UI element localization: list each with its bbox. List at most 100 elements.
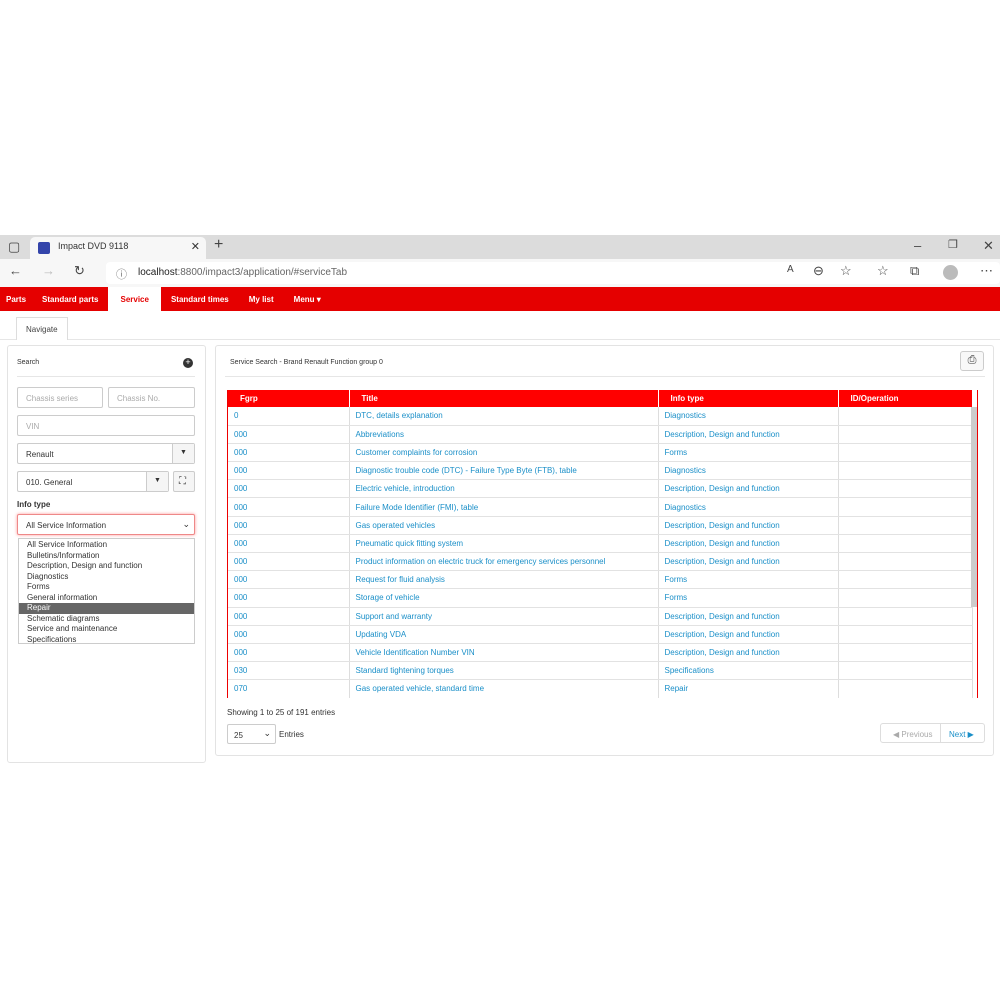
- cell-title[interactable]: Customer complaints for corrosion: [349, 443, 659, 463]
- favorite-add-icon[interactable]: ☆: [840, 263, 852, 278]
- previous-button[interactable]: ◀ Previous: [881, 724, 941, 742]
- cell-id-operation[interactable]: [838, 461, 973, 481]
- cell-id-operation[interactable]: [838, 425, 973, 444]
- cell-id-operation[interactable]: [838, 516, 973, 535]
- cell-fgrp[interactable]: 000: [228, 607, 350, 626]
- cell-id-operation[interactable]: [838, 588, 973, 608]
- nav-service[interactable]: Service: [108, 287, 161, 311]
- cell-id-operation[interactable]: [838, 643, 973, 663]
- cell-id-operation[interactable]: [838, 407, 973, 426]
- table-row[interactable]: 000 Support and warranty Description, Desi…: [228, 607, 973, 626]
- browser-tab[interactable]: Impact DVD 9118 ✕: [30, 237, 206, 259]
- cell-title[interactable]: Gas operated vehicle, standard time: [349, 679, 659, 698]
- col-info-type[interactable]: Info type: [658, 390, 839, 407]
- cell-title[interactable]: DTC, details explanation: [349, 407, 659, 426]
- favorites-icon[interactable]: ☆: [877, 263, 889, 278]
- url-input[interactable]: ⓘ localhost:8800/impact3/application/#se…: [106, 262, 1000, 284]
- tab-actions-icon[interactable]: ▢: [8, 239, 21, 254]
- close-tab-icon[interactable]: ✕: [190, 241, 200, 253]
- print-icon[interactable]: ⎙: [960, 351, 984, 371]
- chassis-no-input[interactable]: Chassis No.: [108, 387, 195, 408]
- cell-info-type[interactable]: Description, Design and function: [658, 425, 839, 444]
- collections-icon[interactable]: ⧉: [910, 263, 920, 278]
- nav-parts[interactable]: Parts: [6, 295, 27, 304]
- dropdown-option[interactable]: Schematic diagrams: [27, 613, 100, 623]
- nav-my-list[interactable]: My list: [248, 295, 274, 304]
- cell-info-type[interactable]: Description, Design and function: [658, 643, 839, 663]
- cell-info-type[interactable]: Description, Design and function: [658, 479, 839, 499]
- cell-fgrp[interactable]: 000: [228, 425, 350, 444]
- table-row[interactable]: 030 Standard tightening torques Specificat…: [228, 661, 973, 681]
- cell-info-type[interactable]: Description, Design and function: [658, 607, 839, 626]
- cell-fgrp[interactable]: 000: [228, 516, 350, 535]
- table-row[interactable]: 000 Failure Mode Identifier (FMI), table D…: [228, 497, 973, 517]
- page-size-select[interactable]: 25 ⌄: [227, 724, 276, 744]
- cell-id-operation[interactable]: [838, 534, 973, 554]
- dropdown-option[interactable]: All Service Information: [27, 540, 108, 549]
- cell-info-type[interactable]: Description, Design and function: [658, 552, 839, 572]
- next-button[interactable]: Next ▶: [949, 730, 974, 739]
- new-tab-icon[interactable]: +: [214, 236, 224, 253]
- cell-info-type[interactable]: Description, Design and function: [658, 534, 839, 554]
- chassis-series-input[interactable]: Chassis series: [17, 387, 103, 408]
- cell-title[interactable]: Request for fluid analysis: [349, 570, 659, 590]
- cell-id-operation[interactable]: [838, 570, 973, 590]
- cell-fgrp[interactable]: 000: [228, 534, 350, 554]
- scrollbar[interactable]: [971, 407, 977, 607]
- table-row[interactable]: 000 Diagnostic trouble code (DTC) - Failu…: [228, 461, 973, 481]
- zoom-icon[interactable]: ⊖: [813, 263, 824, 278]
- cell-id-operation[interactable]: [838, 679, 973, 698]
- close-window-icon[interactable]: ✕: [983, 238, 994, 253]
- cell-title[interactable]: Failure Mode Identifier (FMI), table: [349, 497, 659, 517]
- dropdown-option[interactable]: Repair: [19, 603, 194, 614]
- cell-fgrp[interactable]: 000: [228, 570, 350, 590]
- forward-icon[interactable]: →: [42, 263, 55, 278]
- cell-id-operation[interactable]: [838, 497, 973, 517]
- brand-select[interactable]: Renault ▼: [17, 443, 195, 464]
- table-row[interactable]: 000 Pneumatic quick fitting system Descrip…: [228, 534, 973, 554]
- scan-button[interactable]: ⛶: [173, 471, 195, 492]
- cell-fgrp[interactable]: 000: [228, 588, 350, 608]
- cell-fgrp[interactable]: 000: [228, 625, 350, 644]
- minimize-icon[interactable]: –: [914, 238, 922, 253]
- dropdown-option[interactable]: Service and maintenance: [27, 624, 118, 633]
- dropdown-option[interactable]: Description, Design and function: [27, 561, 143, 570]
- cell-fgrp[interactable]: 0: [228, 407, 350, 426]
- more-icon[interactable]: ⋯: [980, 263, 993, 278]
- vin-input[interactable]: VIN: [17, 415, 195, 436]
- table-row[interactable]: 000 Vehicle Identification Number VIN Desc…: [228, 643, 973, 663]
- cell-fgrp[interactable]: 000: [228, 552, 350, 572]
- tab-navigate[interactable]: Navigate: [16, 317, 68, 340]
- cell-fgrp[interactable]: 030: [228, 661, 350, 681]
- cell-id-operation[interactable]: [838, 443, 973, 463]
- cell-title[interactable]: Gas operated vehicles: [349, 516, 659, 535]
- back-icon[interactable]: ←: [9, 263, 22, 278]
- cell-title[interactable]: Storage of vehicle: [349, 588, 659, 608]
- nav-standard-times[interactable]: Standard times: [170, 295, 229, 304]
- table-row[interactable]: 000 Gas operated vehicles Description, Des…: [228, 516, 973, 535]
- cell-info-type[interactable]: Repair: [658, 679, 839, 698]
- table-row[interactable]: 000 Storage of vehicle Forms: [228, 588, 973, 608]
- cell-title[interactable]: Product information on electric truck fo…: [349, 552, 659, 572]
- cell-id-operation[interactable]: [838, 552, 973, 572]
- cell-title[interactable]: Vehicle Identification Number VIN: [349, 643, 659, 663]
- read-aloud-icon[interactable]: A: [787, 264, 794, 275]
- nav-standard-parts[interactable]: Standard parts: [42, 295, 99, 304]
- cell-fgrp[interactable]: 000: [228, 643, 350, 663]
- profile-avatar[interactable]: [943, 265, 958, 280]
- table-row[interactable]: 000 Customer complaints for corrosion Form…: [228, 443, 973, 463]
- table-row[interactable]: 000 Product information on electric truck…: [228, 552, 973, 572]
- table-row[interactable]: 070 Gas operated vehicle, standard time Re…: [228, 679, 973, 698]
- cell-id-operation[interactable]: [838, 661, 973, 681]
- nav-menu[interactable]: Menu ▾: [293, 295, 321, 304]
- cell-fgrp[interactable]: 000: [228, 461, 350, 481]
- col-fgrp[interactable]: Fgrp: [228, 390, 350, 407]
- cell-info-type[interactable]: Diagnostics: [658, 461, 839, 481]
- cell-title[interactable]: Updating VDA: [349, 625, 659, 644]
- cell-fgrp[interactable]: 070: [228, 679, 350, 698]
- reload-icon[interactable]: ↻: [74, 263, 85, 278]
- function-group-select[interactable]: 010. General ▼: [17, 471, 169, 492]
- cell-title[interactable]: Abbreviations: [349, 425, 659, 444]
- cell-title[interactable]: Electric vehicle, introduction: [349, 479, 659, 499]
- cell-info-type[interactable]: Forms: [658, 570, 839, 590]
